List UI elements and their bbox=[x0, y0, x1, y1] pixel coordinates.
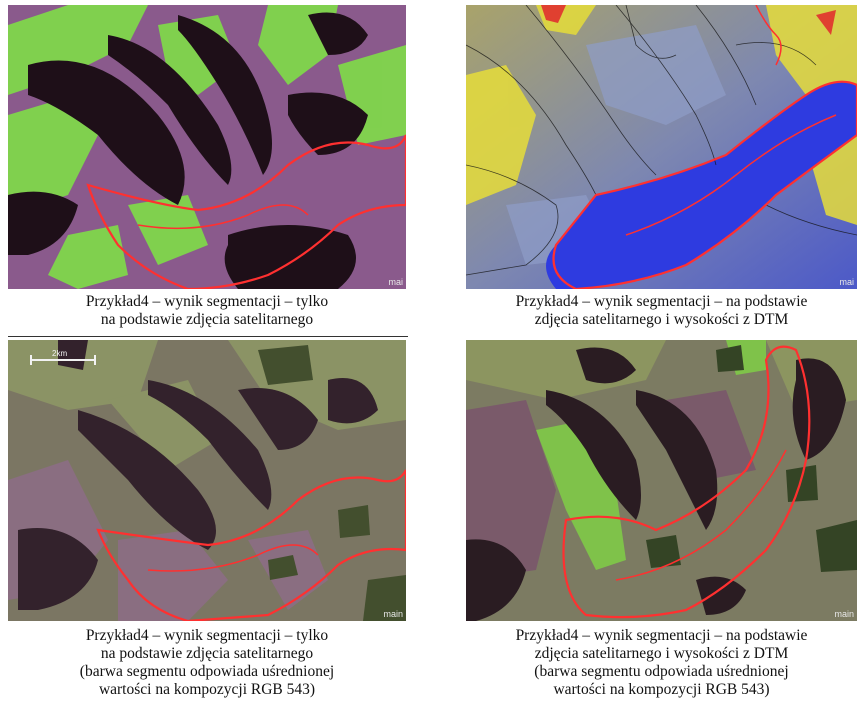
panel-satellite-only: mai bbox=[8, 5, 406, 289]
caption-line: Przykład4 – wynik segmentacji – na podst… bbox=[515, 627, 808, 644]
caption-1: Przykład4 – wynik segmentacji – tylko na… bbox=[8, 293, 406, 329]
corner-label: mai bbox=[839, 277, 854, 287]
caption-line: zdjęcia satelitarnego i wysokości z DTM bbox=[534, 645, 789, 662]
divider bbox=[8, 336, 408, 337]
scale-bar: 2km bbox=[30, 349, 96, 365]
caption-line: (barwa segmentu odpowiada uśrednionej bbox=[79, 663, 335, 680]
caption-line: na podstawie zdjęcia satelitarnego bbox=[100, 311, 314, 328]
caption-line: wartości na kompozycji RGB 543) bbox=[553, 681, 770, 698]
caption-2: Przykład4 – wynik segmentacji – na podst… bbox=[466, 293, 857, 329]
caption-line: na podstawie zdjęcia satelitarnego bbox=[100, 645, 314, 662]
corner-label: main bbox=[383, 609, 403, 619]
corner-label: mai bbox=[388, 277, 403, 287]
panel-satellite-dtm: mai bbox=[466, 5, 857, 289]
caption-line: (barwa segmentu odpowiada uśrednionej bbox=[534, 663, 789, 680]
dtm-image bbox=[466, 5, 857, 289]
corner-label: main bbox=[834, 609, 854, 619]
satellite-image bbox=[8, 5, 406, 289]
caption-3: Przykład4 – wynik segmentacji – tylko na… bbox=[8, 627, 406, 699]
caption-line: zdjęcia satelitarnego i wysokości z DTM bbox=[534, 311, 789, 328]
caption-line: wartości na kompozycji RGB 543) bbox=[98, 681, 316, 698]
caption-4: Przykład4 – wynik segmentacji – na podst… bbox=[466, 627, 857, 699]
segment-map bbox=[8, 340, 406, 621]
panel-satellite-dtm-averaged: main bbox=[466, 340, 857, 621]
scale-label: 2km bbox=[52, 349, 68, 358]
caption-line: Przykład4 – wynik segmentacji – tylko bbox=[85, 627, 329, 644]
panel-satellite-only-averaged: main bbox=[8, 340, 406, 621]
caption-line: Przykład4 – wynik segmentacji – na podst… bbox=[515, 293, 808, 310]
caption-line: Przykład4 – wynik segmentacji – tylko bbox=[85, 293, 329, 310]
segment-map bbox=[466, 340, 857, 621]
